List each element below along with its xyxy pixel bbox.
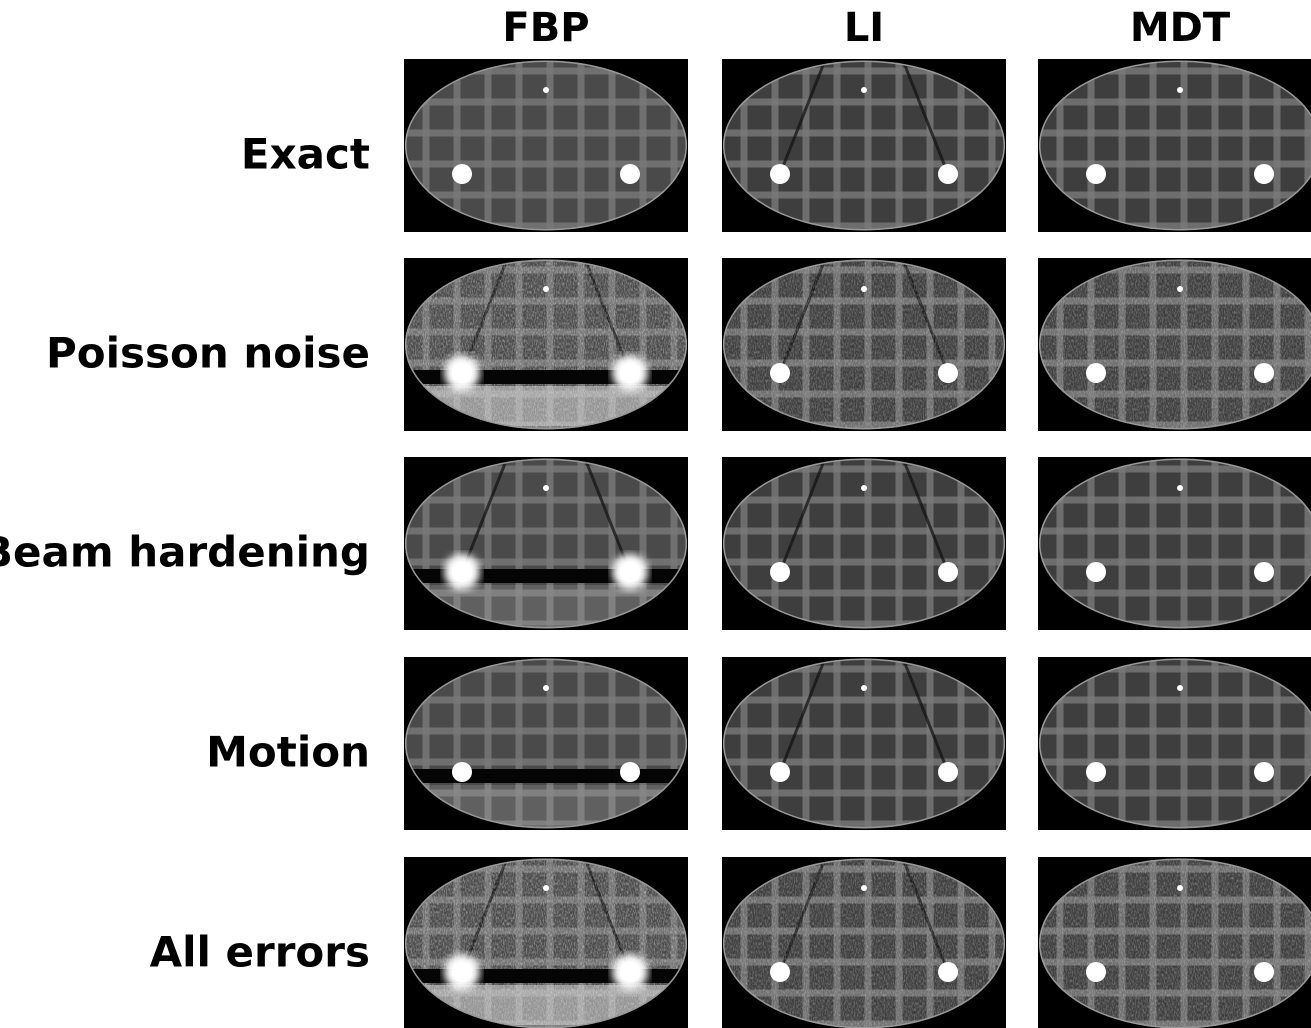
metal-insert xyxy=(938,562,958,582)
metal-insert xyxy=(770,562,790,582)
metal-insert xyxy=(861,485,867,491)
metal-insert xyxy=(543,685,549,691)
row-label: Beam hardening xyxy=(0,528,370,577)
metal-insert xyxy=(1177,885,1183,891)
metal-insert xyxy=(543,885,549,891)
row-label: All errors xyxy=(150,928,370,977)
metal-insert xyxy=(1177,485,1183,491)
metal-insert xyxy=(1086,562,1106,582)
metal-insert xyxy=(452,962,472,982)
ct-image xyxy=(722,59,1006,232)
metal-insert xyxy=(620,962,640,982)
figure: FBP LI MDT Exact Poisson noise Beam hardening… xyxy=(0,0,1311,1028)
metal-insert xyxy=(452,363,472,383)
metal-insert xyxy=(452,762,472,782)
metal-insert xyxy=(543,87,549,93)
dark-band xyxy=(404,769,688,783)
metal-insert xyxy=(543,485,549,491)
metal-insert xyxy=(770,962,790,982)
ct-image xyxy=(1038,657,1311,830)
metal-insert xyxy=(452,562,472,582)
metal-insert xyxy=(1086,762,1106,782)
ct-image xyxy=(1038,457,1311,630)
metal-insert xyxy=(452,164,472,184)
metal-insert xyxy=(770,164,790,184)
metal-insert xyxy=(620,164,640,184)
metal-insert xyxy=(543,286,549,292)
ct-image xyxy=(404,457,688,630)
ct-image xyxy=(404,857,688,1028)
ct-image xyxy=(1038,59,1311,232)
ct-image xyxy=(404,59,688,232)
metal-insert xyxy=(1177,685,1183,691)
metal-insert xyxy=(1254,762,1274,782)
ct-image xyxy=(404,258,688,431)
metal-insert xyxy=(938,962,958,982)
metal-insert xyxy=(938,363,958,383)
ct-image xyxy=(404,657,688,830)
metal-insert xyxy=(861,885,867,891)
ct-image xyxy=(722,857,1006,1028)
row-label: Motion xyxy=(206,728,370,777)
metal-insert xyxy=(1177,87,1183,93)
metal-insert xyxy=(1086,164,1106,184)
metal-insert xyxy=(1254,363,1274,383)
row-label: Exact xyxy=(241,130,370,179)
metal-insert xyxy=(938,762,958,782)
ct-image xyxy=(1038,857,1311,1028)
metal-insert xyxy=(1254,562,1274,582)
metal-insert xyxy=(620,562,640,582)
metal-insert xyxy=(770,363,790,383)
ct-image xyxy=(722,457,1006,630)
metal-insert xyxy=(861,685,867,691)
metal-insert xyxy=(861,286,867,292)
ct-image xyxy=(722,258,1006,431)
metal-insert xyxy=(1086,962,1106,982)
page: FBP LI MDT Exact Poisson noise Beam hardening… xyxy=(0,0,1311,1028)
ct-image xyxy=(722,657,1006,830)
column-header: MDT xyxy=(1130,5,1231,51)
ct-image xyxy=(1038,258,1311,431)
column-header: FBP xyxy=(502,5,589,51)
metal-insert xyxy=(770,762,790,782)
metal-insert xyxy=(1086,363,1106,383)
metal-insert xyxy=(861,87,867,93)
row-label: Poisson noise xyxy=(46,329,370,378)
metal-insert xyxy=(620,762,640,782)
metal-insert xyxy=(620,363,640,383)
metal-insert xyxy=(1254,164,1274,184)
metal-insert xyxy=(938,164,958,184)
metal-insert xyxy=(1254,962,1274,982)
column-header: LI xyxy=(844,5,884,51)
metal-insert xyxy=(1177,286,1183,292)
